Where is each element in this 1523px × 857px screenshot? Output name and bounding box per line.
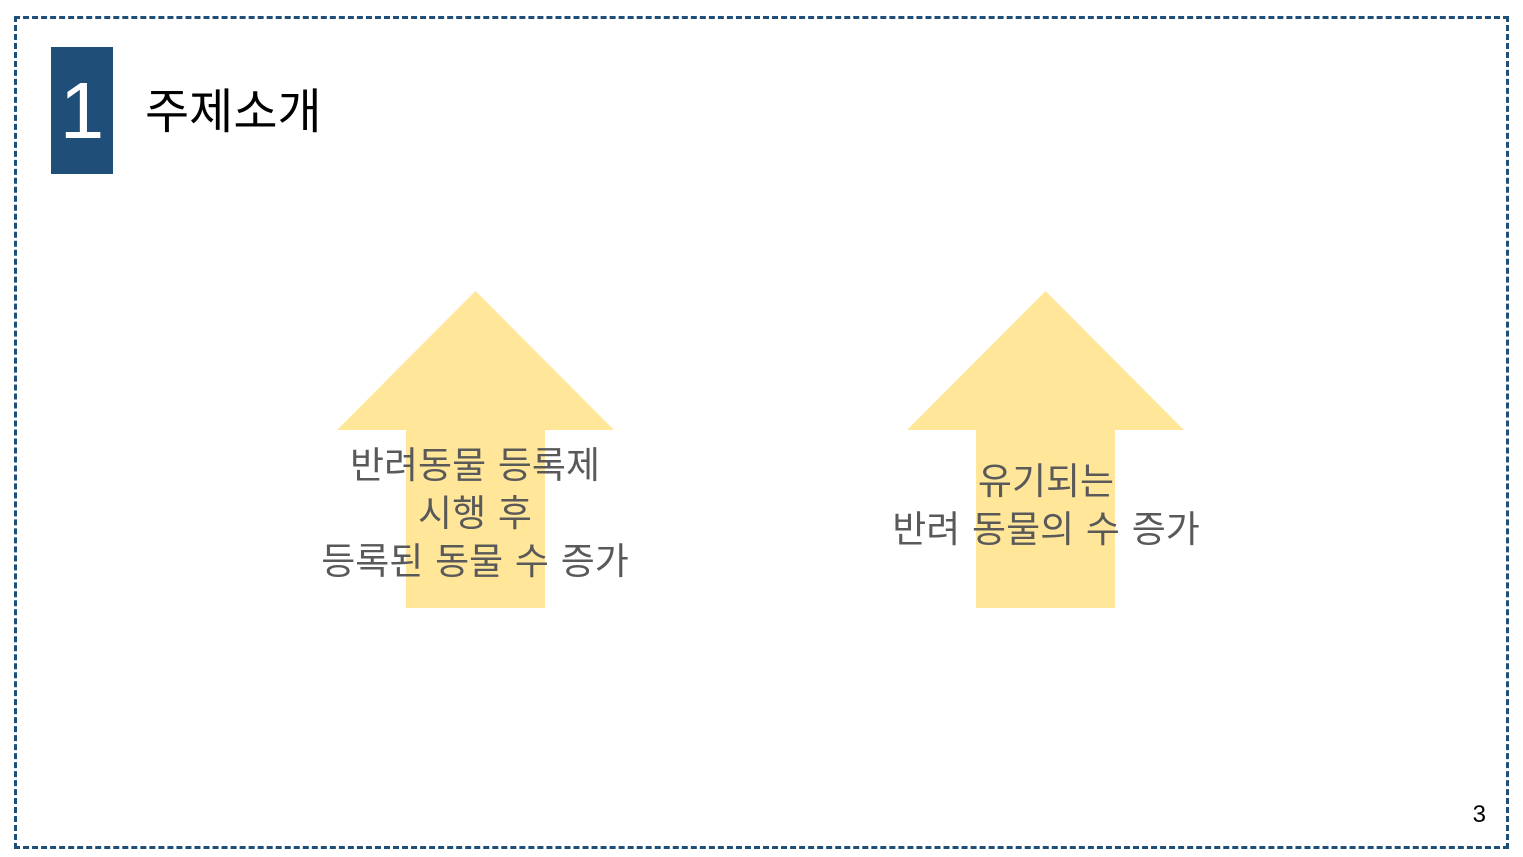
- arrow-caption-registration: 반려동물 등록제 시행 후 등록된 동물 수 증가: [269, 442, 681, 586]
- slide-title: 주제소개: [145, 84, 322, 140]
- caption-line: 반려 동물의 수 증가: [892, 508, 1200, 551]
- page-number: 3: [1472, 801, 1486, 828]
- caption-line: 유기되는: [977, 460, 1115, 503]
- caption-line: 시행 후: [418, 492, 532, 535]
- up-arrow-icon: [337, 291, 614, 608]
- up-arrow-icon: [907, 291, 1184, 608]
- caption-line: 등록된 동물 수 증가: [321, 540, 629, 583]
- caption-line: 반려동물 등록제: [349, 444, 601, 487]
- arrow-caption-abandoned: 유기되는 반려 동물의 수 증가: [846, 458, 1246, 554]
- section-number-badge: 1: [51, 47, 113, 174]
- dashed-border-frame: [14, 16, 1509, 849]
